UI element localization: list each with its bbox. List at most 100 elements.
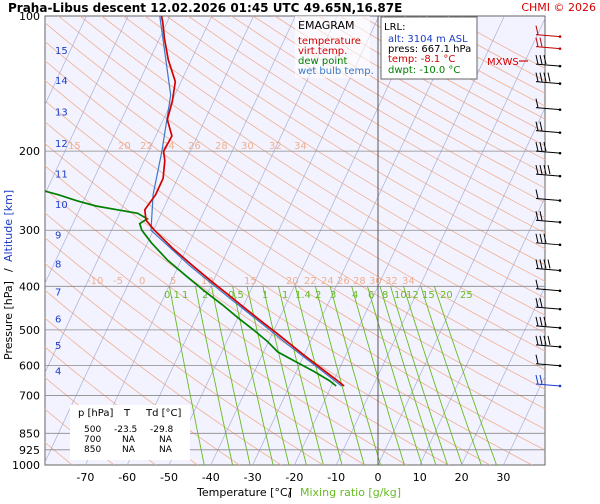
wind-barb-dot [559, 131, 562, 134]
dry-adiabat-label: 30 [241, 141, 254, 152]
table-row-500-t: -23.5 [114, 425, 137, 435]
mixing-ratio-label: 2 [315, 290, 321, 301]
mixing-ratio-label: 12 [406, 290, 419, 301]
wind-barb-dot [559, 364, 562, 367]
lrl-temp: temp: -8.1 °C [388, 54, 455, 65]
dry-adiabat-label: 24 [321, 276, 334, 287]
wind-barb-dot [559, 175, 562, 178]
x-axis-label: Temperature [°C] [196, 486, 292, 499]
mixing-ratio-label: 1.4 [295, 290, 311, 301]
table-row-850-td: NA [159, 445, 173, 455]
dry-adiabat-label: 26 [337, 276, 350, 287]
y-axis-altitude-label: Altitude [km] [2, 190, 15, 262]
table-row-850-t: NA [122, 445, 136, 455]
mxws-label: MXWS [487, 57, 519, 68]
dry-adiabat-label: 15 [244, 276, 257, 287]
legend-wet-bulb: wet bulb temp. [298, 66, 374, 77]
altitude-tick-label: 15 [55, 46, 68, 57]
mixing-ratio-label: 10 [394, 290, 407, 301]
altitude-tick-label: 9 [55, 231, 61, 242]
x-tick-label: -40 [202, 471, 220, 484]
x-tick-label: -10 [327, 471, 345, 484]
altitude-tick-label: 13 [55, 107, 68, 118]
wind-barb-dot [559, 244, 562, 247]
table-row-700-td: NA [159, 435, 173, 445]
y-tick-label: 500 [19, 324, 40, 337]
wind-barb-dot [559, 327, 562, 330]
x-axis-separator: / [288, 486, 292, 499]
wind-barb-dot [559, 47, 562, 50]
dry-adiabat-label: 0 [139, 276, 145, 287]
altitude-tick-label: 14 [55, 76, 68, 87]
legend: EMAGRAM temperature virt.temp. dew point… [295, 16, 374, 78]
table-row-850-p: 850 [84, 445, 101, 455]
dry-adiabat-label: 32 [269, 141, 282, 152]
wind-barb-dot [559, 152, 562, 155]
mixing-ratio-label: 15 [422, 290, 435, 301]
altitude-tick-label: 6 [55, 315, 61, 326]
y-axis-separator: / [2, 268, 15, 272]
dry-adiabat-label: 26 [188, 141, 201, 152]
wind-barb-dot [559, 82, 562, 85]
mixing-ratio-label: 6 [368, 290, 374, 301]
wind-barb-dot [559, 221, 562, 224]
wind-barb-dot [559, 346, 562, 349]
wind-barb-flag [548, 165, 550, 174]
wind-barb-dot [559, 35, 562, 38]
chart-title: Praha-Libus descent 12.02.2026 01:45 UTC… [8, 1, 402, 15]
altitude-tick-label: 12 [55, 139, 68, 150]
mixing-ratio-label: 1 [262, 290, 268, 301]
x-tick-label: -50 [160, 471, 178, 484]
wind-barb-dot [559, 108, 562, 111]
dry-adiabat-label: -10 [87, 276, 103, 287]
x-axis-mixing-label: Mixing ratio [g/kg] [300, 486, 401, 499]
dry-adiabat-label: 34 [294, 141, 307, 152]
x-tick-label: 0 [375, 471, 382, 484]
mixing-ratio-label: 3 [330, 290, 336, 301]
dry-adiabat-label: 22 [304, 276, 317, 287]
altitude-tick-label: 8 [55, 260, 61, 271]
table-header-p: p [hPa] [78, 408, 113, 419]
dry-adiabat-label: 28 [353, 276, 366, 287]
altitude-tick-label: 4 [55, 367, 61, 378]
x-tick-label: -30 [244, 471, 262, 484]
table-row-700-t: NA [122, 435, 136, 445]
dry-adiabat-label: 15 [68, 141, 81, 152]
wind-barb-dot [559, 65, 562, 68]
y-tick-label: 400 [19, 280, 40, 293]
dry-adiabat-label: 28 [215, 141, 228, 152]
dry-adiabat-label: -5 [113, 276, 123, 287]
x-tick-label: -20 [285, 471, 303, 484]
table-row-500-p: 500 [84, 425, 101, 435]
credit-label: CHMI © 2026 [521, 1, 596, 14]
mixing-ratio-label: 1 [182, 290, 188, 301]
table-header-t: T [123, 408, 131, 419]
altitude-tick-label: 5 [55, 341, 61, 352]
y-tick-label: 200 [19, 145, 40, 158]
lrl-dwpt: dwpt: -10.0 °C [388, 65, 460, 76]
table-row-700-p: 700 [84, 435, 101, 445]
wind-barb-flag [548, 336, 550, 345]
y-tick-label: 1000 [12, 459, 40, 472]
mixing-ratio-label: 0.1 [164, 290, 180, 301]
y-tick-label: 850 [19, 427, 40, 440]
mixing-ratio-label: 8 [382, 290, 388, 301]
lrl-title: LRL: [384, 22, 405, 33]
dry-adiabat-label: 22 [140, 141, 153, 152]
mixing-ratio-label: 4 [352, 290, 358, 301]
wind-barb-dot [559, 385, 562, 388]
dry-adiabat-label: 20 [118, 141, 131, 152]
y-tick-label: 600 [19, 359, 40, 372]
x-tick-label: -70 [76, 471, 94, 484]
mixing-ratio-label: 25 [460, 290, 473, 301]
mixing-ratio-label: 1 [282, 290, 288, 301]
legend-title: EMAGRAM [298, 19, 355, 32]
altitude-tick-label: 10 [55, 200, 68, 211]
table-row-500-td: -29.8 [150, 425, 174, 435]
y-axis-pressure-label: Pressure [hPa] [2, 281, 15, 360]
dry-adiabat-label: 20 [286, 276, 299, 287]
